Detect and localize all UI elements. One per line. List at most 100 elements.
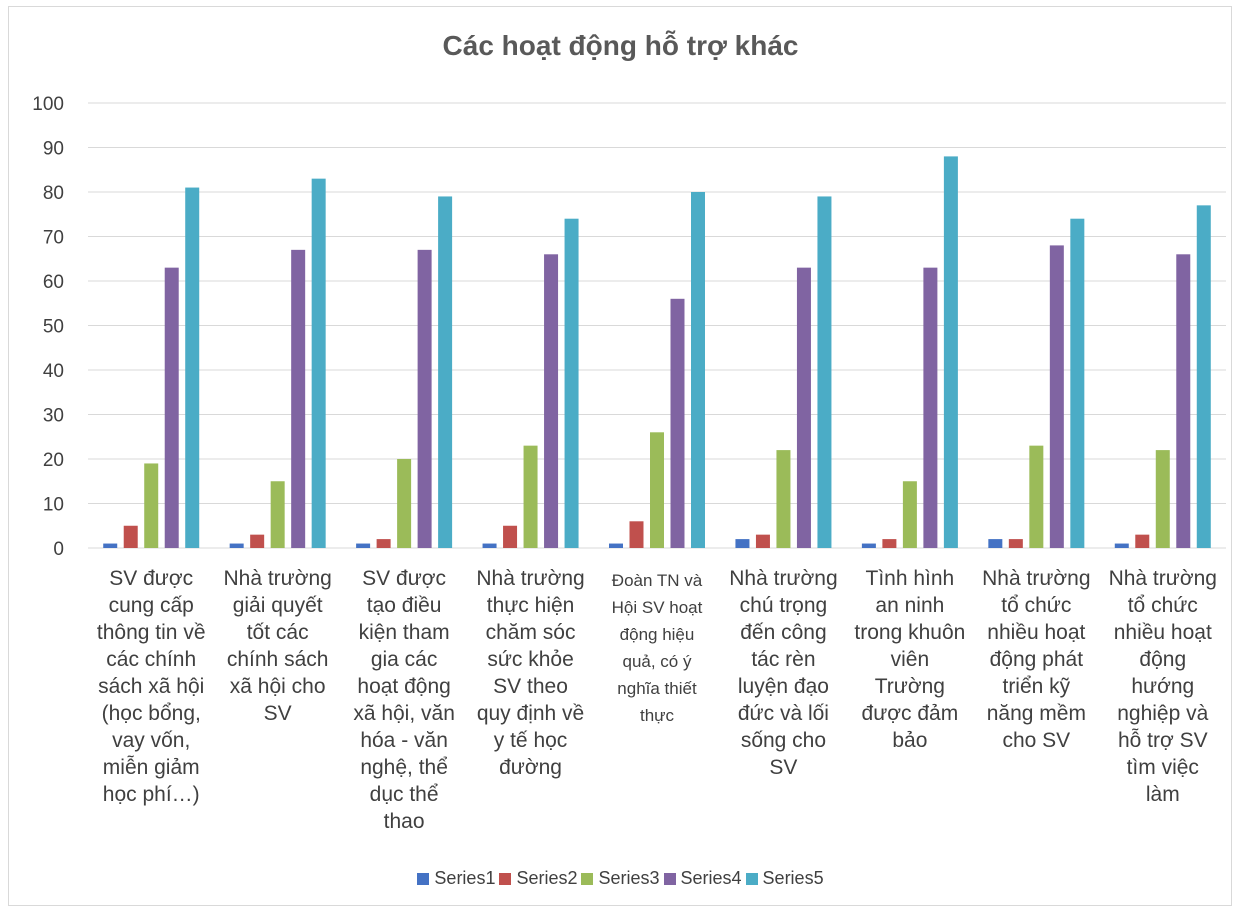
legend-item-series2: Series2 bbox=[499, 868, 577, 889]
x-category-label-line: chú trọng bbox=[739, 594, 828, 617]
y-tick-label: 0 bbox=[53, 539, 64, 560]
x-category-label: Nhà trường chú trọng đến công tác rèn luyện … bbox=[722, 565, 844, 781]
bar-series4-2 bbox=[291, 249, 306, 548]
x-category-label-line: SV theo bbox=[493, 675, 568, 698]
bar-series3-2 bbox=[270, 481, 285, 548]
bar-series5-1 bbox=[185, 187, 200, 549]
y-tick-label: 20 bbox=[43, 450, 64, 471]
x-category-label-line: nhiều hoạt bbox=[987, 621, 1086, 644]
x-category-label-line: thực hiện bbox=[486, 594, 575, 617]
y-tick-label: 100 bbox=[32, 94, 64, 115]
bar-series1-7 bbox=[861, 543, 876, 548]
legend-label: Series4 bbox=[680, 868, 742, 888]
bar-series5-4 bbox=[564, 218, 579, 548]
legend-label: Series2 bbox=[516, 868, 578, 888]
chart-legend: Series1 Series2 Series3 Series4 Series5 bbox=[0, 868, 1241, 889]
x-category-label-line: bảo bbox=[892, 729, 928, 752]
bar-series1-9 bbox=[1114, 543, 1129, 548]
x-category-label-line: nghiệp và bbox=[1117, 702, 1209, 725]
x-category-label-line: học phí…) bbox=[102, 783, 200, 806]
x-category-label-line: tìm việc bbox=[1126, 756, 1199, 779]
bar-series3-6 bbox=[776, 450, 791, 548]
x-category-label-line: y tế học bbox=[493, 729, 568, 752]
y-tick-label: 90 bbox=[43, 139, 64, 160]
bar-series4-7 bbox=[923, 267, 938, 548]
y-tick-label: 10 bbox=[43, 495, 64, 516]
x-category-label: Nhà trường giải quyết tốt các chính sách xã … bbox=[217, 565, 339, 727]
chart-title: Các hoạt động hỗ trợ khác bbox=[442, 30, 799, 61]
x-category-label-line: luyện đạo bbox=[737, 675, 829, 698]
x-category-label-line: xã hội, văn bbox=[353, 702, 455, 725]
x-category-label-line: đức và lối bbox=[737, 702, 829, 725]
x-category-label-line: các chính bbox=[106, 648, 197, 671]
x-category-label-line: thao bbox=[383, 810, 425, 833]
x-category-label: Nhà trường tổ chức nhiều hoạt động hướng nghi… bbox=[1102, 565, 1224, 808]
x-category-label-line: động phát bbox=[989, 648, 1084, 671]
x-category-label-line: quy định về bbox=[476, 702, 585, 725]
y-tick-label: 50 bbox=[43, 317, 64, 338]
x-category-label-line: nghĩa thiết bbox=[617, 679, 697, 698]
x-category-label-line: sống cho bbox=[740, 729, 827, 752]
bar-series5-8 bbox=[1070, 218, 1085, 548]
x-category-label-line: động bbox=[1139, 648, 1187, 671]
legend-label: Series3 bbox=[598, 868, 660, 888]
x-category-label-line: Đoàn TN và bbox=[611, 571, 703, 590]
x-category-label-line: chính sách bbox=[226, 648, 329, 671]
bar-series1-6 bbox=[735, 539, 750, 548]
legend-item-series1: Series1 bbox=[417, 868, 495, 889]
x-category-label-line: tạo điều bbox=[366, 594, 442, 617]
bar-series5-2 bbox=[311, 178, 326, 548]
bar-series4-1 bbox=[164, 267, 179, 548]
legend-swatch bbox=[663, 872, 676, 885]
bar-series3-4 bbox=[523, 445, 538, 548]
x-category-label: Nhà trường tổ chức nhiều hoạt động phát triể… bbox=[975, 565, 1097, 754]
legend-item-series4: Series4 bbox=[663, 868, 742, 889]
x-category-label-line: SV được bbox=[362, 567, 447, 590]
x-category-label-line: SV được bbox=[109, 567, 194, 590]
bar-series2-6 bbox=[755, 534, 770, 548]
bar-series3-3 bbox=[397, 459, 412, 548]
y-tick-label: 40 bbox=[43, 361, 64, 382]
x-category-label-line: kiện tham bbox=[358, 621, 450, 644]
bar-series4-9 bbox=[1176, 254, 1191, 549]
x-category-label-line: tác rèn bbox=[751, 648, 816, 671]
x-category-label: Đoàn TN và Hội SV hoạt động hiệu quả, có ý n… bbox=[596, 567, 718, 729]
x-category-label-line: Nhà trường bbox=[223, 567, 332, 590]
bar-series4-4 bbox=[544, 254, 559, 549]
x-category-label-line: sách xã hội bbox=[98, 675, 205, 698]
y-tick-label: 60 bbox=[43, 272, 64, 293]
x-category-label-line: dục thể bbox=[369, 783, 439, 806]
x-category-label: SV được tạo điều kiện tham gia các hoạt động… bbox=[343, 565, 465, 835]
x-category-label-line: vay vốn, bbox=[112, 729, 191, 752]
bar-series3-9 bbox=[1155, 450, 1170, 548]
bar-series3-5 bbox=[650, 432, 664, 548]
x-category-label-line: Tình hình bbox=[865, 567, 955, 590]
x-category-label-line: cung cấp bbox=[108, 594, 194, 617]
bar-series1-4 bbox=[482, 543, 497, 548]
x-category-label-line: nghệ, thể bbox=[360, 756, 448, 779]
x-category-label-line: hóa - văn bbox=[360, 729, 448, 752]
x-category-label-line: chăm sóc bbox=[485, 621, 576, 644]
bar-series1-8 bbox=[988, 539, 1003, 548]
bar-series2-1 bbox=[123, 525, 138, 548]
x-category-label: SV được cung cấp thông tin về các chính sách… bbox=[90, 565, 212, 808]
x-category-label-line: đến công bbox=[740, 621, 827, 644]
bar-series3-1 bbox=[144, 463, 159, 548]
x-category-label: Nhà trường thực hiện chăm sóc sức khỏe SV th… bbox=[470, 565, 592, 781]
x-category-label-line: trong khuôn bbox=[854, 621, 966, 644]
x-category-label-line: thông tin về bbox=[96, 621, 206, 644]
x-category-label-line: gia các bbox=[370, 648, 438, 671]
legend-item-series3: Series3 bbox=[581, 868, 660, 889]
legend-swatch bbox=[499, 872, 512, 885]
x-category-label-line: triển kỹ bbox=[1002, 675, 1071, 698]
bar-series2-9 bbox=[1135, 534, 1150, 548]
bar-series4-5 bbox=[670, 298, 685, 548]
bar-series2-2 bbox=[250, 534, 265, 548]
bar-series2-5 bbox=[629, 521, 644, 548]
bar-series5-6 bbox=[817, 196, 832, 548]
x-category-label-line: quả, có ý bbox=[622, 652, 692, 671]
x-category-label-line: SV bbox=[769, 756, 798, 779]
x-category-label-line: giải quyết bbox=[232, 594, 323, 617]
legend-swatch bbox=[417, 872, 430, 885]
